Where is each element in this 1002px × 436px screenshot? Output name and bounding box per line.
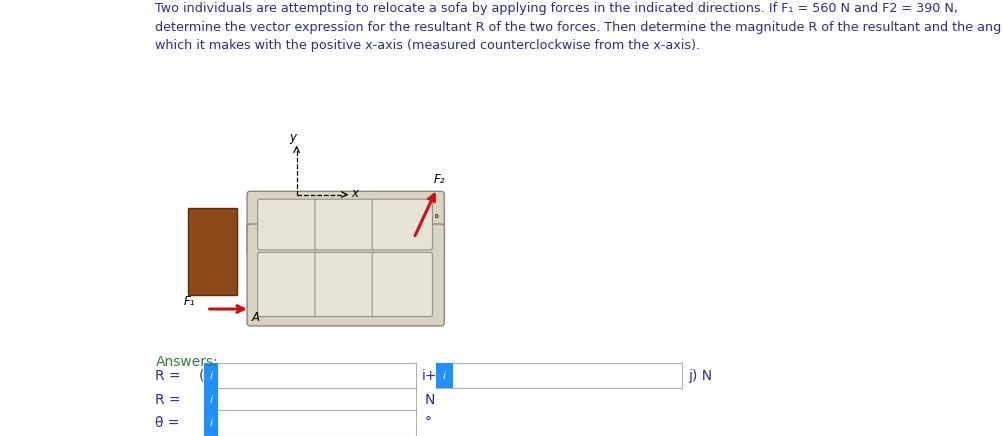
Bar xyxy=(203,410,217,436)
FancyBboxPatch shape xyxy=(246,224,444,326)
Text: Answers:: Answers: xyxy=(155,355,218,369)
Text: x: x xyxy=(351,187,358,200)
Bar xyxy=(203,363,217,388)
Text: R =: R = xyxy=(155,369,185,383)
Text: N: N xyxy=(424,393,434,407)
Text: i: i xyxy=(209,371,212,381)
FancyBboxPatch shape xyxy=(372,252,432,317)
FancyBboxPatch shape xyxy=(315,252,375,317)
Text: (: ( xyxy=(198,369,203,383)
Text: i: i xyxy=(209,418,212,428)
FancyBboxPatch shape xyxy=(315,199,375,250)
Text: F₁: F₁ xyxy=(183,295,194,308)
Text: y: y xyxy=(289,131,296,144)
FancyBboxPatch shape xyxy=(246,191,444,255)
Text: R =: R = xyxy=(155,393,185,407)
FancyBboxPatch shape xyxy=(258,199,318,250)
Bar xyxy=(203,388,217,413)
Text: Two individuals are attempting to relocate a sofa by applying forces in the indi: Two individuals are attempting to reloca… xyxy=(155,2,1002,52)
Text: °: ° xyxy=(424,416,431,430)
Text: i: i xyxy=(209,395,212,405)
FancyBboxPatch shape xyxy=(258,252,318,317)
Text: A: A xyxy=(252,311,260,324)
Text: θ =: θ = xyxy=(155,416,184,430)
Text: B: B xyxy=(401,238,409,251)
Text: 65°: 65° xyxy=(420,214,440,224)
Text: i+: i+ xyxy=(421,369,436,383)
Bar xyxy=(436,363,453,388)
Text: j) N: j) N xyxy=(687,369,711,383)
Bar xyxy=(187,208,236,296)
FancyBboxPatch shape xyxy=(372,199,432,250)
Text: i: i xyxy=(443,371,446,381)
Text: F₂: F₂ xyxy=(434,174,445,186)
